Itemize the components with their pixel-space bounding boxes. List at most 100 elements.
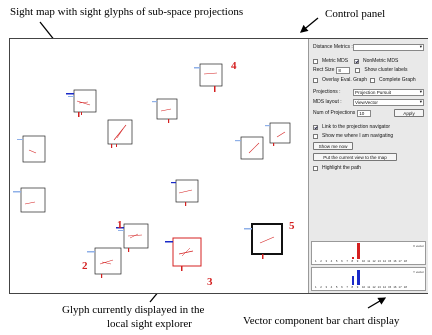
graph-options-row: Overlay Eval. Graph Complete Graph bbox=[313, 76, 424, 84]
bar-tick-label: 15 bbox=[388, 285, 392, 289]
mds-type-row: Metric MDS NonMetric MDS bbox=[313, 57, 424, 65]
metric-mds-checkbox[interactable] bbox=[313, 58, 318, 64]
bar-tick-label: 11 bbox=[367, 285, 371, 289]
bar-tick-label: 1 bbox=[315, 259, 317, 263]
rect-size-stepper[interactable]: 8 bbox=[336, 66, 351, 74]
bar-tick-label: 2 bbox=[320, 259, 322, 263]
sight-glyph bbox=[171, 179, 199, 206]
num-projections-value: 10 bbox=[359, 110, 365, 116]
bar bbox=[351, 256, 355, 259]
sight-glyph bbox=[235, 136, 264, 160]
projections-select[interactable]: Projection Pursuit ▾ bbox=[353, 88, 424, 96]
show-cluster-labels-label: Show cluster labels bbox=[364, 67, 408, 73]
bar-tick-label: 13 bbox=[377, 259, 381, 263]
sight-glyph bbox=[265, 122, 291, 146]
sight-glyph bbox=[107, 119, 133, 148]
chevron-down-icon: ▾ bbox=[419, 99, 422, 104]
y-vector-bar-chart: Y vector 1 2 3 4 5 6 7 8 9 10 11 12 13 14 15 16 17 18 bbox=[311, 267, 426, 291]
mds-layout-row: MDS layout : ViewVector ▾ bbox=[313, 98, 424, 106]
bar-tick-label: 12 bbox=[372, 259, 376, 263]
nonmetric-mds-checkbox[interactable] bbox=[354, 58, 359, 64]
distance-metrics-label: Distance Metrics : bbox=[313, 44, 353, 50]
arrow-control-panel bbox=[299, 17, 319, 33]
bar-tick-label: 1 bbox=[315, 285, 317, 289]
sight-glyph bbox=[152, 98, 178, 123]
bar-tick-label: 10 bbox=[362, 259, 366, 263]
projections-label: Projections : bbox=[313, 89, 341, 95]
put-view-label: Put the current view to the map bbox=[323, 154, 387, 160]
bar-tick-label: 4 bbox=[330, 285, 333, 289]
caption-sight-map: Sight map with sight glyphs of sub-space… bbox=[10, 6, 244, 18]
sight-glyph bbox=[194, 63, 223, 92]
sight-glyph bbox=[17, 135, 46, 163]
mds-layout-value: ViewVector bbox=[355, 99, 378, 105]
bar-tick-label: 3 bbox=[325, 259, 327, 263]
caption-control-panel: Control panel bbox=[325, 8, 386, 20]
bar-tick-label: 6 bbox=[341, 285, 343, 289]
mds-layout-select[interactable]: ViewVector ▾ bbox=[353, 98, 424, 106]
x-vector-label: X vector bbox=[412, 244, 424, 248]
bar-tick-label: 18 bbox=[403, 259, 407, 263]
map-number-1: 1 bbox=[117, 219, 123, 231]
show-where-row: Show me where I am navigating bbox=[313, 132, 424, 140]
projections-value: Projection Pursuit bbox=[355, 89, 392, 95]
bar-tick-label: 4 bbox=[330, 259, 333, 263]
overlay-eval-graph-checkbox[interactable] bbox=[313, 77, 318, 83]
caption-glyph-line2: local sight explorer bbox=[107, 318, 192, 330]
link-navigator-checkbox[interactable] bbox=[313, 124, 318, 130]
show-cluster-labels-checkbox[interactable] bbox=[355, 67, 361, 73]
bar-tick-label: 16 bbox=[393, 259, 397, 263]
bar-tick-label: 13 bbox=[377, 285, 381, 289]
bar bbox=[356, 269, 360, 285]
put-view-row: Put the current view to the map bbox=[313, 153, 424, 161]
rect-size-row: Rect Size 8 Show cluster labels bbox=[313, 66, 424, 74]
bar-tick-label: 16 bbox=[393, 285, 397, 289]
y-vector-label: Y vector bbox=[413, 270, 424, 274]
show-where-checkbox[interactable] bbox=[313, 133, 318, 139]
sight-glyph bbox=[13, 187, 46, 213]
put-view-button[interactable]: Put the current view to the map bbox=[313, 153, 397, 161]
num-projections-stepper[interactable]: 10 bbox=[357, 109, 372, 117]
complete-graph-label: Complete Graph bbox=[379, 77, 416, 83]
map-number-5: 5 bbox=[289, 220, 295, 232]
highlight-path-label: Highlight the path bbox=[322, 165, 361, 171]
sight-map[interactable]: 1 2 3 4 5 bbox=[10, 39, 303, 293]
bar-tick-label: 12 bbox=[372, 285, 376, 289]
complete-graph-checkbox[interactable] bbox=[370, 77, 375, 83]
bar-tick-label: 7 bbox=[346, 259, 348, 263]
bar-tick-label: 10 bbox=[362, 285, 366, 289]
sight-glyph bbox=[66, 89, 97, 117]
highlight-path-checkbox[interactable] bbox=[313, 165, 318, 171]
caption-vector-chart: Vector component bar chart display bbox=[243, 315, 400, 327]
bar-tick-label: 5 bbox=[335, 285, 338, 289]
link-navigator-row: Link to the projection navigator bbox=[313, 123, 424, 131]
bar-tick-label: 17 bbox=[398, 285, 402, 289]
num-projections-row: Num of Projections 10 Apply bbox=[313, 109, 424, 117]
show-me-now-button[interactable]: Show me now bbox=[313, 142, 353, 150]
bar-tick-label: 9 bbox=[356, 285, 359, 289]
control-panel: Distance Metrics : ▾ Metric MDS NonMetri… bbox=[308, 39, 428, 293]
bar-tick-label: 2 bbox=[320, 285, 322, 289]
metric-mds-label: Metric MDS bbox=[322, 58, 349, 64]
show-where-label: Show me where I am navigating bbox=[322, 133, 394, 139]
bar-tick-label: 3 bbox=[325, 285, 327, 289]
bar-tick-label: 15 bbox=[388, 259, 392, 263]
apply-label: Apply bbox=[403, 110, 415, 116]
sight-glyph-2 bbox=[87, 247, 122, 278]
bar bbox=[356, 243, 360, 259]
chevron-down-icon: ▾ bbox=[419, 89, 422, 94]
map-number-3: 3 bbox=[207, 276, 213, 288]
projections-row: Projections : Projection Pursuit ▾ bbox=[313, 88, 424, 96]
distance-metrics-row: Distance Metrics : ▾ bbox=[313, 43, 424, 51]
apply-button[interactable]: Apply bbox=[394, 109, 424, 117]
bar-tick-label: 5 bbox=[335, 259, 338, 263]
bar-tick-label: 8 bbox=[351, 259, 354, 263]
sight-glyph-3-current bbox=[165, 237, 202, 271]
map-number-4: 4 bbox=[231, 60, 237, 72]
bar bbox=[351, 276, 355, 285]
distance-metrics-select[interactable]: ▾ bbox=[353, 43, 424, 51]
rect-size-value: 8 bbox=[338, 67, 341, 73]
highlight-path-row: Highlight the path bbox=[313, 164, 424, 172]
caption-glyph-line1: Glyph currently displayed in the bbox=[62, 304, 205, 316]
arrow-vector-chart bbox=[367, 297, 387, 309]
